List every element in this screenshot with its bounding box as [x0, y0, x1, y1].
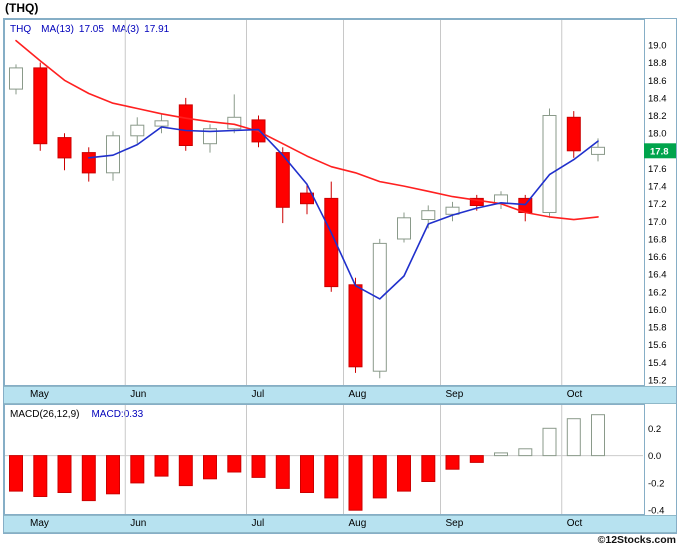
- copyright-watermark: ©12Stocks.com: [597, 534, 676, 546]
- price-axis-label: 18.0: [648, 129, 667, 140]
- month-label: Sep: [445, 518, 464, 529]
- price-axis-label: 18.4: [648, 93, 667, 104]
- last-price-badge: [644, 143, 676, 159]
- macd-legend: MACD(26,12,9) MACD:0.33: [10, 409, 144, 420]
- month-label: Jul: [251, 389, 265, 400]
- month-label: Jun: [130, 389, 147, 400]
- last-price-badge-text: 17.8: [650, 146, 669, 157]
- price-axis-label: 18.2: [648, 111, 667, 122]
- price-axis-label: 17.2: [648, 199, 667, 210]
- macd-axis-label: -0.2: [648, 478, 664, 489]
- macd-params-label: MACD(26,12,9): [10, 409, 79, 420]
- month-label: May: [30, 518, 49, 529]
- price-axis-label: 15.6: [648, 340, 667, 351]
- macd-axis-label: -0.4: [648, 506, 664, 515]
- legend-ma13-value: 17.05: [79, 24, 104, 35]
- macd-panel: MACD(26,12,9) MACD:0.33 0.2 0.0 -0.2 -0.4: [4, 404, 676, 515]
- month-label: Oct: [566, 389, 583, 400]
- price-axis-label: 16.2: [648, 287, 667, 298]
- legend-ma3-value: 17.91: [144, 24, 169, 35]
- macd-chart-svg: MACD(26,12,9) MACD:0.33 0.2 0.0 -0.2 -0.4: [4, 404, 664, 515]
- month-label: Jun: [130, 518, 147, 529]
- price-axis-label: 16.4: [648, 270, 667, 281]
- month-label: Aug: [348, 518, 367, 529]
- month-label: Jul: [251, 518, 265, 529]
- price-axis-label: 17.0: [648, 217, 667, 228]
- price-axis-label: 15.4: [648, 358, 667, 369]
- macd-axis-label: 0.2: [648, 424, 661, 435]
- price-axis-label: 15.2: [648, 376, 667, 387]
- legend-symbol: THQ: [10, 24, 31, 35]
- page-title: (THQ): [5, 1, 39, 15]
- price-axis-label: 15.8: [648, 323, 667, 334]
- price-axis-label: 16.0: [648, 305, 667, 316]
- price-axis-label: 17.4: [648, 182, 667, 193]
- month-label: May: [30, 389, 49, 400]
- month-axis-strip-bottom: May Jun Jul Aug Sep Oct: [4, 515, 676, 533]
- price-axis-label: 19.0: [648, 41, 667, 52]
- macd-value-label: MACD:0.33: [91, 409, 143, 420]
- macd-axis-label: 0.0: [648, 451, 661, 462]
- price-axis-label: 17.6: [648, 164, 667, 175]
- legend-ma13-label: MA(13): [41, 24, 74, 35]
- price-axis-label: 16.6: [648, 252, 667, 263]
- month-axis-strip-top: May Jun Jul Aug Sep Oct: [4, 386, 676, 404]
- price-axis-label: 18.8: [648, 58, 667, 69]
- month-label: Aug: [348, 389, 367, 400]
- price-axis-label: 18.6: [648, 76, 667, 87]
- month-label: Oct: [566, 518, 583, 529]
- month-label: Sep: [445, 389, 464, 400]
- price-axis-label: 16.8: [648, 234, 667, 245]
